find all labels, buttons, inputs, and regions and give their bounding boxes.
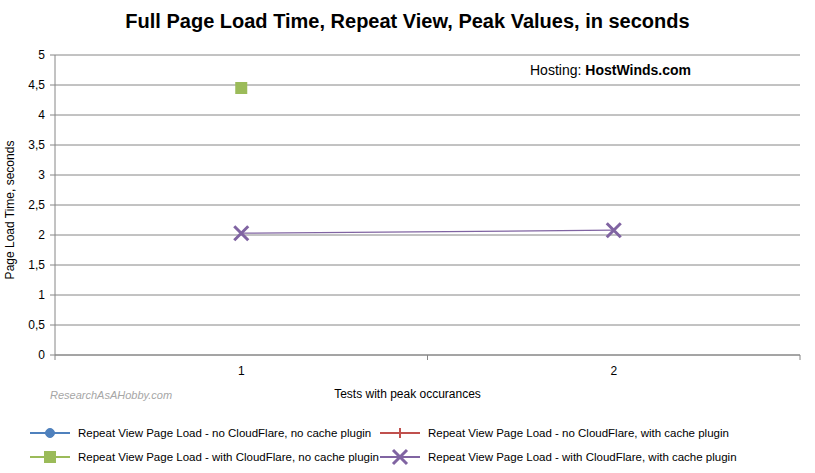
legend-marker (393, 450, 407, 464)
annotation-text: Hosting: (530, 62, 581, 78)
tick-label: 1 (38, 288, 45, 302)
grid-line (55, 115, 800, 116)
tick-label: 3,5 (28, 138, 45, 152)
marker-shape (44, 451, 56, 463)
grid-line (55, 55, 800, 56)
grid-line (55, 295, 800, 296)
grid-line (55, 145, 800, 146)
legend-item: Repeat View Page Load - no CloudFlare, w… (380, 427, 729, 439)
legend-label: Repeat View Page Load - no CloudFlare, n… (78, 427, 371, 439)
tick-mark (50, 145, 55, 146)
category-label: 2 (610, 364, 617, 378)
tick-label: 4 (38, 108, 45, 122)
annotation-text: HostWinds.com (585, 62, 691, 78)
legend-marker (44, 451, 56, 463)
legend-item: Repeat View Page Load - with CloudFlare,… (380, 450, 737, 464)
y-axis-title: Page Load Time, seconds (3, 141, 17, 280)
tick-mark (50, 175, 55, 176)
tick-mark (50, 235, 55, 236)
data-point (607, 223, 621, 237)
tick-mark (50, 355, 55, 356)
data-point (234, 226, 248, 240)
data-point (235, 82, 247, 94)
x-tick (427, 355, 428, 360)
tick-label: 2 (38, 228, 45, 242)
category-label: 1 (238, 364, 245, 378)
tick-mark (50, 325, 55, 326)
legend-label: Repeat View Page Load - with CloudFlare,… (78, 451, 379, 463)
title: Full Page Load Time, Repeat View, Peak V… (125, 10, 689, 32)
marker-shape (395, 428, 405, 438)
x-axis-title: Tests with peak occurances (334, 387, 481, 401)
y-axis (55, 55, 56, 355)
plot-area (234, 82, 621, 240)
tick-label: 5 (38, 48, 45, 62)
grid-line (55, 235, 800, 236)
tick-label: 4,5 (28, 78, 45, 92)
watermark: ResearchAsAHobby.com (50, 389, 172, 401)
grid-line (55, 85, 800, 86)
series-line (241, 230, 614, 233)
annotation: Hosting:HostWinds.com (530, 62, 691, 78)
tick-mark (50, 295, 55, 296)
legend-item: Repeat View Page Load - with CloudFlare,… (30, 451, 379, 463)
legend-item: Repeat View Page Load - no CloudFlare, n… (30, 427, 371, 439)
marker-shape (607, 223, 621, 237)
marker-shape (46, 429, 55, 438)
x-tick (800, 355, 801, 360)
background (0, 0, 815, 473)
legend-marker (395, 428, 405, 438)
tick-mark (50, 205, 55, 206)
tick-label: 2,5 (28, 198, 45, 212)
tick-mark (50, 85, 55, 86)
tick-mark (50, 115, 55, 116)
tick-label: 0 (38, 348, 45, 362)
tick-mark (50, 55, 55, 56)
grid-line (55, 175, 800, 176)
grid-line (55, 265, 800, 266)
grid-line (55, 205, 800, 206)
tick-label: 0,5 (28, 318, 45, 332)
tick-label: 3 (38, 168, 45, 182)
x-tick (55, 355, 56, 360)
legend-label: Repeat View Page Load - with CloudFlare,… (428, 451, 737, 463)
marker-shape (393, 450, 407, 464)
marker-shape (234, 226, 248, 240)
grid-line (55, 325, 800, 326)
marker-shape (235, 82, 247, 94)
tick-label: 1,5 (28, 258, 45, 272)
chart: Full Page Load Time, Repeat View, Peak V… (0, 0, 815, 473)
tick-mark (50, 265, 55, 266)
legend-marker (46, 429, 55, 438)
legend-label: Repeat View Page Load - no CloudFlare, w… (428, 427, 729, 439)
